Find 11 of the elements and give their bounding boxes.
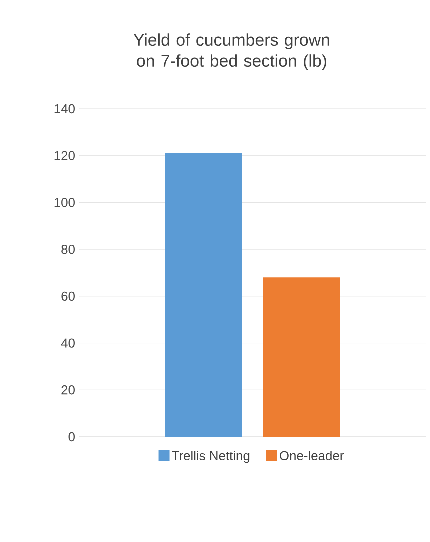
y-tick-label: 140 xyxy=(54,104,75,114)
y-tick-label: 20 xyxy=(62,386,75,395)
y-tick-label: 40 xyxy=(61,338,75,348)
legend-label: Trellis Netting xyxy=(172,451,250,464)
y-tick-label: 0 xyxy=(68,432,75,442)
y-tick-label: 60 xyxy=(62,292,75,302)
chart-title: Yield of cucumbers grown on 7-foot bed section (lb) xyxy=(134,34,330,70)
y-tick-label: 100 xyxy=(54,198,75,208)
legend-label: One-leader xyxy=(280,451,344,461)
y-tick-label: 120 xyxy=(54,151,75,160)
y-tick-label: 80 xyxy=(62,244,75,254)
